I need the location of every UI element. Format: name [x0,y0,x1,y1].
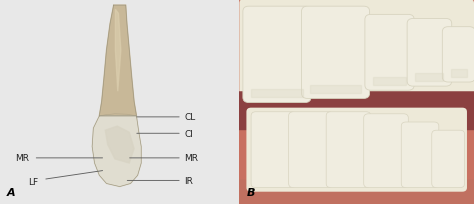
Bar [239,153,474,163]
Bar [239,82,474,92]
Bar [239,112,474,122]
FancyBboxPatch shape [401,122,439,188]
FancyBboxPatch shape [251,112,296,188]
Text: CI: CI [184,129,193,138]
FancyBboxPatch shape [442,28,474,83]
Bar [239,0,474,10]
FancyBboxPatch shape [301,7,370,99]
Text: LF: LF [28,177,38,186]
FancyBboxPatch shape [364,114,408,188]
Polygon shape [92,116,141,187]
FancyBboxPatch shape [246,108,467,192]
Text: MR: MR [184,154,198,163]
Text: IR: IR [184,176,193,185]
Polygon shape [450,69,467,78]
Bar [239,184,474,194]
Bar [239,31,474,41]
Bar [239,10,474,20]
Polygon shape [100,6,137,116]
Bar [239,71,474,82]
Text: CL: CL [184,113,196,122]
FancyBboxPatch shape [326,112,371,188]
Bar [239,20,474,31]
FancyBboxPatch shape [365,15,414,91]
Bar [239,133,474,143]
Text: A: A [7,187,16,197]
Bar [239,163,474,173]
FancyBboxPatch shape [239,180,474,204]
Bar [239,122,474,133]
Polygon shape [105,126,134,163]
FancyBboxPatch shape [239,0,474,106]
Bar [239,194,474,204]
FancyBboxPatch shape [243,7,311,103]
FancyBboxPatch shape [289,112,333,188]
Polygon shape [310,86,361,94]
FancyBboxPatch shape [232,92,474,131]
Polygon shape [251,90,303,98]
Bar [239,92,474,102]
Polygon shape [115,10,121,92]
Text: B: B [246,187,255,197]
Bar [239,102,474,112]
Text: MR: MR [15,154,29,163]
Bar [239,41,474,51]
Bar [239,61,474,71]
FancyBboxPatch shape [432,131,465,188]
FancyBboxPatch shape [239,0,474,98]
Polygon shape [415,73,444,82]
Bar [239,173,474,184]
Polygon shape [373,78,406,86]
FancyBboxPatch shape [407,19,452,87]
Bar [239,51,474,61]
Bar [239,143,474,153]
